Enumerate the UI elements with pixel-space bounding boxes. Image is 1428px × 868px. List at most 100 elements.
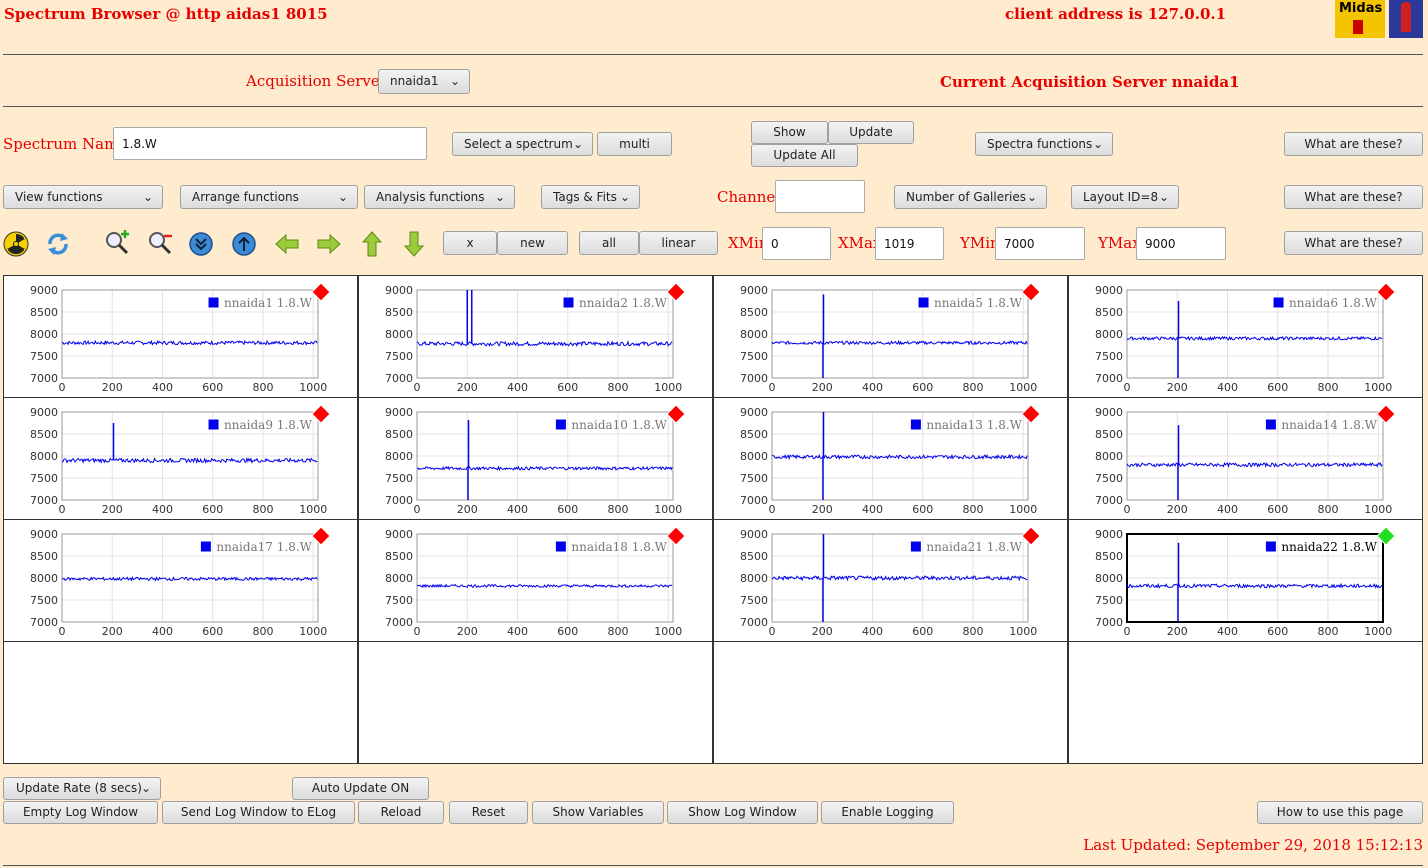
show-log-window-button[interactable]: Show Log Window <box>667 801 818 824</box>
status-alert-marker[interactable] <box>666 404 686 424</box>
legend-label: nnaida9 1.8.W <box>224 418 313 432</box>
show-button[interactable]: Show <box>751 121 828 144</box>
spectrum-cell[interactable]: 7000 7500 8000 8500 9000 0 200 400 600 800 1000 nna… <box>3 275 358 398</box>
spectrum-chart[interactable]: 7000 7500 8000 8500 9000 0 200 400 600 800 1000 nna… <box>1069 398 1424 520</box>
refresh-icon[interactable] <box>45 231 71 257</box>
show-variables-button[interactable]: Show Variables <box>532 801 664 824</box>
spectrum-cell[interactable]: 7000 7500 8000 8500 9000 0 200 400 600 800 1000 nna… <box>1068 275 1423 398</box>
what-are-these-button[interactable]: What are these? <box>1284 132 1423 156</box>
y-tick-label: 8500 <box>740 306 768 319</box>
spectrum-chart[interactable]: 7000 7500 8000 8500 9000 0 200 400 600 800 1000 nna… <box>714 520 1069 642</box>
status-alert-marker[interactable] <box>1021 404 1041 424</box>
xmax-input[interactable] <box>875 227 944 260</box>
what-are-these-button[interactable]: What are these? <box>1284 231 1423 255</box>
ymin-input[interactable] <box>995 227 1085 260</box>
x-tick-label: 200 <box>812 503 833 516</box>
x-tick-label: 400 <box>862 625 883 638</box>
legend-label: nnaida6 1.8.W <box>1289 296 1378 310</box>
y-tick-label: 9000 <box>30 284 58 297</box>
spectrum-cell[interactable]: 7000 7500 8000 8500 9000 0 200 400 600 800 1000 nna… <box>3 397 358 520</box>
radiation-icon[interactable] <box>3 231 29 257</box>
spectrum-cell[interactable]: 7000 7500 8000 8500 9000 0 200 400 600 800 1000 nna… <box>1068 519 1423 642</box>
xmin-input[interactable] <box>762 227 831 260</box>
multi-button[interactable]: multi <box>597 132 672 156</box>
x-tick-label: 200 <box>1167 503 1188 516</box>
spectrum-cell[interactable]: 7000 7500 8000 8500 9000 0 200 400 600 800 1000 nna… <box>713 275 1068 398</box>
number-of-galleries-dropdown[interactable]: Number of Galleries ⌄ <box>894 185 1047 209</box>
left-arrow-icon[interactable] <box>274 231 300 257</box>
spectra-functions-dropdown[interactable]: Spectra functions ⌄ <box>975 132 1113 156</box>
x-tick-label: 1000 <box>299 381 327 394</box>
x-button[interactable]: x <box>443 231 497 255</box>
spectrum-cell[interactable]: 7000 7500 8000 8500 9000 0 200 400 600 800 1000 nna… <box>358 397 713 520</box>
enable-logging-button[interactable]: Enable Logging <box>821 801 954 824</box>
spectrum-chart[interactable]: 7000 7500 8000 8500 9000 0 200 400 600 800 1000 nna… <box>1069 276 1424 398</box>
status-alert-marker[interactable] <box>666 282 686 302</box>
status-ok-marker[interactable] <box>1376 526 1396 546</box>
empty-spectrum-cell[interactable] <box>3 641 358 764</box>
spectrum-chart[interactable]: 7000 7500 8000 8500 9000 0 200 400 600 800 1000 nna… <box>359 276 714 398</box>
layout-id-dropdown[interactable]: Layout ID=8 ⌄ <box>1071 185 1179 209</box>
spectrum-cell[interactable]: 7000 7500 8000 8500 9000 0 200 400 600 800 1000 nna… <box>713 519 1068 642</box>
reset-button[interactable]: Reset <box>449 801 528 824</box>
status-alert-marker[interactable] <box>311 282 331 302</box>
select-spectrum-dropdown[interactable]: Select a spectrum ⌄ <box>452 132 593 156</box>
new-button[interactable]: new <box>497 231 568 255</box>
auto-update-button[interactable]: Auto Update ON <box>292 777 429 800</box>
channel-input[interactable] <box>775 180 865 213</box>
reload-button[interactable]: Reload <box>358 801 444 824</box>
spectrum-cell[interactable]: 7000 7500 8000 8500 9000 0 200 400 600 800 1000 nna… <box>1068 397 1423 520</box>
spectrum-chart[interactable]: 7000 7500 8000 8500 9000 0 200 400 600 800 1000 nna… <box>714 276 1069 398</box>
acquisition-server-select[interactable]: nnaida1 ⌄ <box>378 69 470 94</box>
spectrum-chart[interactable]: 7000 7500 8000 8500 9000 0 200 400 600 800 1000 nna… <box>714 398 1069 520</box>
right-arrow-icon[interactable] <box>316 231 342 257</box>
x-tick-label: 800 <box>607 503 628 516</box>
y-tick-label: 8500 <box>385 306 413 319</box>
zoom-in-icon[interactable] <box>104 229 130 255</box>
spectrum-cell[interactable]: 7000 7500 8000 8500 9000 0 200 400 600 800 1000 nna… <box>3 519 358 642</box>
tags-fits-dropdown[interactable]: Tags & Fits ⌄ <box>541 185 640 209</box>
ymax-input[interactable] <box>1136 227 1226 260</box>
what-are-these-button[interactable]: What are these? <box>1284 185 1423 209</box>
zoom-out-icon[interactable] <box>147 229 173 255</box>
empty-log-window-button[interactable]: Empty Log Window <box>3 801 158 824</box>
spectrum-cell[interactable]: 7000 7500 8000 8500 9000 0 200 400 600 800 1000 nna… <box>358 519 713 642</box>
spectrum-cell[interactable]: 7000 7500 8000 8500 9000 0 200 400 600 800 1000 nna… <box>713 397 1068 520</box>
empty-spectrum-cell[interactable] <box>358 641 713 764</box>
empty-spectrum-cell[interactable] <box>713 641 1068 764</box>
spectrum-chart[interactable]: 7000 7500 8000 8500 9000 0 200 400 600 800 1000 nna… <box>359 520 714 642</box>
status-alert-marker[interactable] <box>1376 404 1396 424</box>
status-alert-marker[interactable] <box>311 526 331 546</box>
update-button[interactable]: Update <box>828 121 914 144</box>
status-alert-marker[interactable] <box>311 404 331 424</box>
status-alert-marker[interactable] <box>1021 526 1041 546</box>
arrange-functions-dropdown[interactable]: Arrange functions ⌄ <box>180 185 358 209</box>
x-tick-label: 600 <box>912 503 933 516</box>
linear-button[interactable]: linear <box>639 231 718 255</box>
scroll-down-icon[interactable] <box>188 231 214 257</box>
how-to-use-button[interactable]: How to use this page <box>1257 801 1423 824</box>
chevron-down-icon: ⌄ <box>140 781 151 795</box>
spectrum-chart[interactable]: 7000 7500 8000 8500 9000 0 200 400 600 800 1000 nna… <box>4 398 359 520</box>
update-rate-dropdown[interactable]: Update Rate (8 secs) ⌄ <box>3 777 161 800</box>
up-arrow-icon[interactable] <box>359 231 385 257</box>
spectrum-chart[interactable]: 7000 7500 8000 8500 9000 0 200 400 600 800 1000 nna… <box>359 398 714 520</box>
spectrum-chart[interactable]: 7000 7500 8000 8500 9000 0 200 400 600 800 1000 nna… <box>4 276 359 398</box>
empty-spectrum-cell[interactable] <box>1068 641 1423 764</box>
spectrum-cell[interactable]: 7000 7500 8000 8500 9000 0 200 400 600 800 1000 nna… <box>358 275 713 398</box>
status-alert-marker[interactable] <box>1021 282 1041 302</box>
all-button[interactable]: all <box>579 231 639 255</box>
spectrum-name-input[interactable] <box>113 127 427 160</box>
legend-swatch <box>917 296 930 309</box>
view-functions-dropdown[interactable]: View functions ⌄ <box>3 185 163 209</box>
status-alert-marker[interactable] <box>666 526 686 546</box>
update-all-button[interactable]: Update All <box>751 144 858 167</box>
send-log-to-elog-button[interactable]: Send Log Window to ELog <box>162 801 355 824</box>
scroll-up-icon[interactable] <box>231 231 257 257</box>
down-arrow-icon[interactable] <box>401 231 427 257</box>
spectrum-chart[interactable]: 7000 7500 8000 8500 9000 0 200 400 600 800 1000 nna… <box>4 520 359 642</box>
analysis-functions-dropdown[interactable]: Analysis functions ⌄ <box>364 185 515 209</box>
spectrum-chart[interactable]: 7000 7500 8000 8500 9000 0 200 400 600 800 1000 nna… <box>1069 520 1424 642</box>
x-tick-label: 400 <box>152 625 173 638</box>
status-alert-marker[interactable] <box>1376 282 1396 302</box>
